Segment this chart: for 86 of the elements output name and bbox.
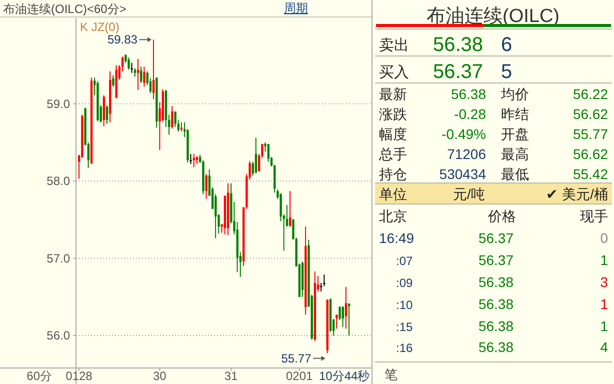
text: 昨结: [501, 106, 529, 122]
candlestick: [106, 104, 108, 124]
x-tick-label: 30: [153, 369, 167, 383]
text: 56.22: [572, 86, 608, 102]
candlestick: [171, 106, 174, 129]
text: ✔ 美元/桶: [546, 186, 608, 202]
text: 56.38: [478, 339, 514, 355]
text: 持仓: [379, 166, 407, 182]
text: 1: [600, 318, 608, 334]
candlestick: [205, 174, 208, 200]
text: 均价: [500, 86, 529, 102]
text: 0: [600, 230, 608, 246]
x-tick-label: 31: [224, 369, 238, 383]
candlestick: [336, 314, 338, 330]
text: 最新: [379, 86, 407, 102]
candlestick: [102, 94, 106, 127]
candlestick: [112, 74, 114, 88]
text: 北京: [379, 208, 407, 224]
candlestick: [254, 137, 258, 174]
text: :09: [396, 276, 414, 290]
candlestick: [289, 190, 292, 228]
text: 55.77: [572, 126, 608, 142]
candlestick: [267, 143, 270, 162]
candlestick: [152, 39, 155, 100]
annotation: K JZ(0): [80, 20, 120, 34]
candlestick: [342, 306, 344, 328]
candlestick: [140, 66, 142, 84]
text: 71206: [447, 146, 486, 162]
text: 10分44秒: [319, 369, 370, 383]
text: -0.28: [454, 106, 486, 122]
text: 56.38: [478, 274, 514, 290]
candlestick: [180, 122, 183, 132]
text: 周期: [284, 1, 308, 15]
text: 开盘: [501, 126, 529, 142]
text: 1: [600, 252, 608, 268]
text: 单位: [379, 186, 407, 202]
text: 56.37: [433, 61, 484, 83]
candlestick: [344, 286, 348, 330]
text: 3: [600, 274, 608, 290]
candlestick: [190, 153, 192, 165]
chart-title: 布油连续(OILC)<60分>: [3, 2, 126, 16]
candlestick: [338, 306, 341, 321]
text: 55.42: [572, 166, 608, 182]
text: -0.49%: [442, 126, 486, 142]
text: 元/吨: [453, 186, 485, 202]
text: 530434: [439, 166, 486, 182]
y-tick-label: 59.0: [46, 96, 70, 111]
text: 56.37: [478, 230, 514, 246]
candlestick: [143, 66, 146, 88]
text: :15: [396, 320, 414, 334]
annotation: 59.83: [107, 32, 138, 47]
text: 卖出: [379, 37, 409, 54]
candlestick: [174, 110, 176, 128]
text: 价格: [487, 208, 516, 224]
text: 16:49: [379, 230, 414, 246]
text: 56.62: [572, 146, 608, 162]
text: 1: [600, 296, 608, 312]
text: 60分: [26, 369, 52, 383]
annotation: 55.77: [281, 351, 312, 366]
text: 5: [501, 61, 512, 83]
text: 56.37: [478, 252, 514, 268]
text: 买入: [379, 64, 409, 81]
text: 总手: [378, 146, 407, 162]
candlestick: [128, 56, 130, 70]
text: 最低: [501, 166, 529, 182]
text: 56.38: [478, 318, 514, 334]
text: 4: [600, 339, 608, 355]
text: 幅度: [379, 126, 407, 142]
text: 6: [501, 34, 512, 56]
text: :07: [396, 254, 414, 268]
x-tick-label: 0128: [66, 369, 93, 383]
y-tick-label: 56.0: [46, 328, 70, 343]
text: 涨跌: [379, 106, 407, 122]
text: 56.62: [572, 106, 608, 122]
text: 56.38: [478, 296, 514, 312]
text: 56.38: [450, 86, 486, 102]
y-tick-label: 57.0: [46, 251, 70, 266]
text: :16: [396, 341, 414, 355]
x-tick-label: 0201: [286, 369, 314, 383]
text: 最高: [501, 146, 529, 162]
text: 布油连续(OILC): [426, 6, 560, 27]
text: 现手: [580, 208, 608, 224]
text: 笔: [384, 367, 398, 382]
text: 56.38: [433, 34, 484, 56]
text: :10: [396, 298, 414, 312]
y-tick-label: 58.0: [46, 174, 70, 188]
